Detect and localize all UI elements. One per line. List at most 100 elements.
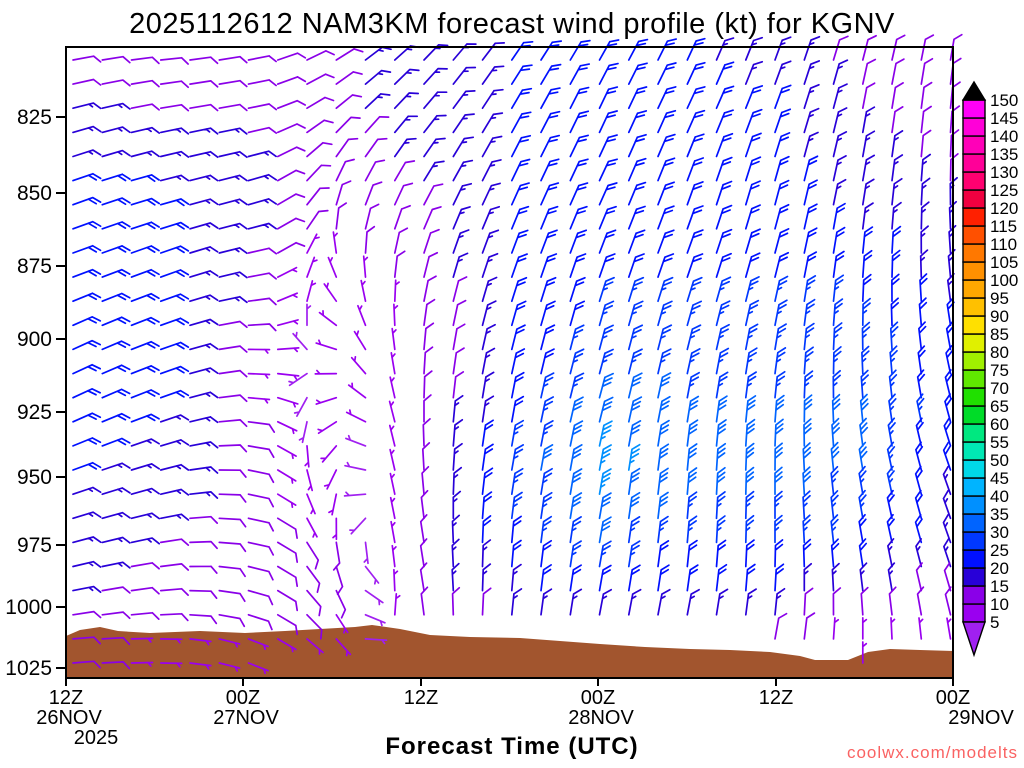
wind-barb xyxy=(510,371,525,399)
wind-barb xyxy=(276,319,299,327)
wind-barb xyxy=(598,300,615,327)
wind-barb xyxy=(803,251,818,278)
wind-barb xyxy=(945,345,954,375)
wind-barb xyxy=(72,292,102,303)
wind-barb xyxy=(101,55,131,64)
wind-barb xyxy=(452,418,464,447)
wind-barb xyxy=(686,348,701,375)
wind-barb xyxy=(423,370,433,399)
wind-barb xyxy=(774,394,785,423)
colorbar-cell xyxy=(962,225,986,245)
wind-barb xyxy=(393,68,420,85)
wind-barb xyxy=(72,316,102,327)
wind-barb xyxy=(891,225,902,254)
wind-barb xyxy=(891,154,904,182)
colorbar-cell xyxy=(962,495,986,515)
wind-barb xyxy=(452,466,463,496)
wind-barb xyxy=(393,279,400,303)
wind-barb xyxy=(715,276,732,303)
wind-barb xyxy=(101,79,131,87)
wind-barb xyxy=(247,589,274,606)
wind-barb xyxy=(292,331,308,351)
wind-barb xyxy=(423,183,444,206)
wind-barb xyxy=(189,638,212,646)
wind-barb xyxy=(942,513,952,544)
colorbar-label: 130 xyxy=(990,163,1018,182)
wind-barb xyxy=(744,514,755,544)
wind-barb xyxy=(627,229,646,254)
wind-barb xyxy=(481,65,505,85)
wind-barb xyxy=(861,106,876,134)
wind-barb xyxy=(598,229,617,254)
wind-barb xyxy=(393,92,420,110)
wind-barb xyxy=(832,155,847,182)
wind-barb xyxy=(510,229,529,254)
wind-barb xyxy=(481,587,492,616)
y-tick-label: 900 xyxy=(17,328,52,351)
wind-barb xyxy=(276,493,297,509)
wind-barb xyxy=(481,229,500,254)
wind-barb xyxy=(452,371,465,399)
colorbar-cell xyxy=(962,351,986,371)
x-tick-label: 00Z xyxy=(581,687,615,709)
x-tick-label: 29NOV xyxy=(948,707,1014,729)
wind-barb xyxy=(774,203,790,230)
wind-barb xyxy=(686,491,698,520)
wind-barb xyxy=(744,228,761,254)
wind-barb xyxy=(247,348,271,354)
wind-barb xyxy=(335,116,361,134)
wind-barb xyxy=(715,204,733,230)
wind-barb xyxy=(569,39,591,61)
wind-barb xyxy=(247,272,277,280)
wind-barb xyxy=(920,129,932,158)
wind-barb xyxy=(247,297,277,306)
wind-barb xyxy=(686,515,698,544)
colorbar-label: 105 xyxy=(990,253,1018,272)
wind-barb xyxy=(510,491,523,520)
wind-barb xyxy=(247,396,271,404)
wind-barb xyxy=(159,317,190,327)
wind-barb xyxy=(657,564,670,592)
wind-barb xyxy=(598,205,617,230)
wind-barb xyxy=(510,182,530,206)
wind-barb xyxy=(101,173,131,182)
wind-barb xyxy=(569,134,589,158)
wind-barb xyxy=(276,193,306,206)
wind-barb xyxy=(189,80,219,88)
colorbar-label: 140 xyxy=(990,127,1018,146)
wind-barb xyxy=(315,339,338,351)
wind-barb xyxy=(218,638,241,648)
wind-barb xyxy=(569,420,584,447)
wind-barb xyxy=(393,182,414,206)
wind-barb xyxy=(218,127,248,135)
wind-barb xyxy=(421,465,430,496)
wind-barb xyxy=(540,515,553,544)
wind-barb xyxy=(189,294,219,303)
x-tick-label: 00Z xyxy=(226,687,260,709)
wind-barb xyxy=(452,182,473,206)
wind-barb xyxy=(540,276,557,303)
colorbar-under-arrow xyxy=(962,621,986,658)
wind-barb xyxy=(72,437,102,447)
wind-barb xyxy=(452,90,476,110)
wind-barb xyxy=(159,439,190,447)
wind-barb xyxy=(715,491,726,520)
wind-barb xyxy=(627,443,641,471)
wind-barb xyxy=(510,324,526,351)
wind-barb xyxy=(686,181,704,206)
wind-barb xyxy=(686,157,705,182)
x-tick-label: 12Z xyxy=(49,687,83,709)
wind-barb xyxy=(276,589,299,612)
wind-barb xyxy=(189,150,219,159)
wind-barb xyxy=(891,249,901,278)
colorbar-cell xyxy=(962,189,986,209)
wind-barb xyxy=(916,586,925,616)
wind-barb xyxy=(335,137,359,158)
wind-barb xyxy=(627,110,648,134)
wind-barb xyxy=(657,395,671,423)
wind-barb xyxy=(451,538,460,568)
wind-barb xyxy=(540,40,563,61)
wind-barb xyxy=(130,413,160,423)
colorbar-label: 70 xyxy=(990,379,1009,398)
wind-barb xyxy=(130,292,160,303)
